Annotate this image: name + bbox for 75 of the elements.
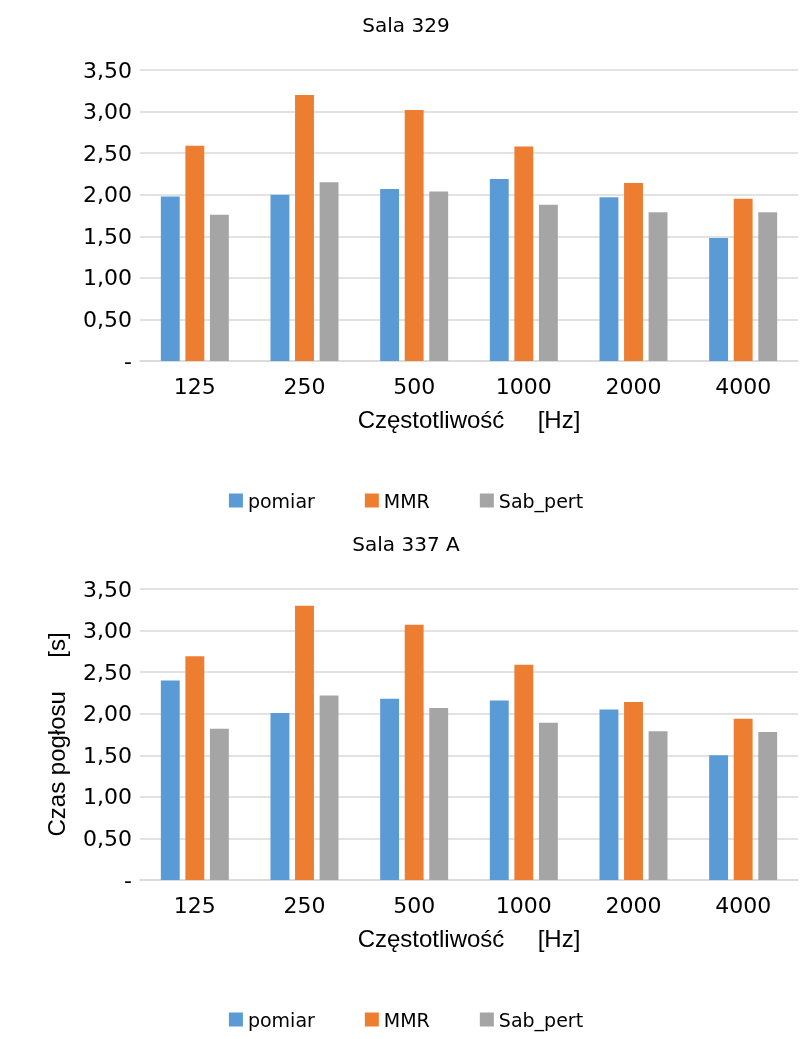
bar [758,732,778,880]
bar [380,698,400,880]
x-tick-label: 250 [283,892,326,918]
bar [538,722,558,880]
bar [599,197,619,361]
bar [624,702,643,880]
bar [295,605,314,880]
bar [404,624,424,880]
bar [270,194,290,361]
x-tick-label: 2000 [605,892,662,918]
y-tick-label: 3,00 [83,99,132,125]
x-tick-label: 2000 [605,373,662,399]
bar [429,707,449,880]
legend-label: MMR [383,1008,430,1031]
bar [489,178,509,361]
bar [295,94,314,361]
y-tick-label: 3,50 [83,576,132,602]
bar [404,109,424,361]
bar [624,183,643,361]
bar [160,196,180,361]
bar [709,237,729,361]
bar [160,680,180,880]
y-tick-label: 2,50 [83,659,132,685]
y-tick-label: 3,00 [83,618,132,644]
y-tick-label: 3,50 [83,57,132,83]
legend-label: Sab_pert [498,1008,584,1032]
chart-title: Sala 337 A [352,532,460,556]
y-tick-label: 2,00 [83,701,132,727]
x-axis-title: Częstotliwość [Hz] [357,405,581,433]
bar [514,664,534,880]
y-tick-label: 2,50 [83,140,132,166]
x-tick-label: 1000 [495,892,552,918]
bar [185,145,205,361]
bar [319,695,339,880]
y-tick-label: 0,50 [83,306,132,332]
y-tick-label: - [124,348,132,374]
x-tick-label: 500 [393,892,436,918]
bar [319,182,339,361]
bar [538,204,558,361]
legend-label: pomiar [247,1008,316,1031]
bar [758,212,778,361]
x-tick-label: 125 [173,892,216,918]
bar [209,728,229,880]
bar [733,198,753,361]
chart-title: Sala 329 [362,13,450,37]
bar [514,146,534,361]
y-axis-title: Czas pogłosu [s] [42,632,70,837]
legend-label: Sab_pert [498,489,584,513]
bar [489,700,509,880]
x-axis-title: Częstotliwość [Hz] [357,924,581,952]
x-tick-label: 125 [173,373,216,399]
bar [185,656,205,880]
bar [709,755,729,880]
bar [429,191,449,361]
y-tick-label: - [124,867,132,893]
y-tick-label: 1,50 [83,742,132,768]
bar [599,709,619,880]
bar [270,712,290,880]
x-tick-label: 4000 [715,373,772,399]
y-tick-label: 0,50 [83,825,132,851]
legend-label: pomiar [247,489,316,512]
y-tick-label: 1,50 [83,223,132,249]
legend-label: MMR [383,489,430,512]
y-tick-label: 1,00 [83,784,132,810]
bar [209,214,229,361]
y-tick-label: 2,00 [83,182,132,208]
bar [648,212,668,361]
x-tick-label: 1000 [495,373,552,399]
x-tick-label: 250 [283,373,326,399]
bar [648,731,668,880]
y-tick-label: 1,00 [83,265,132,291]
bar [380,188,400,361]
x-tick-label: 4000 [715,892,772,918]
x-tick-label: 500 [393,373,436,399]
bar [733,718,753,880]
